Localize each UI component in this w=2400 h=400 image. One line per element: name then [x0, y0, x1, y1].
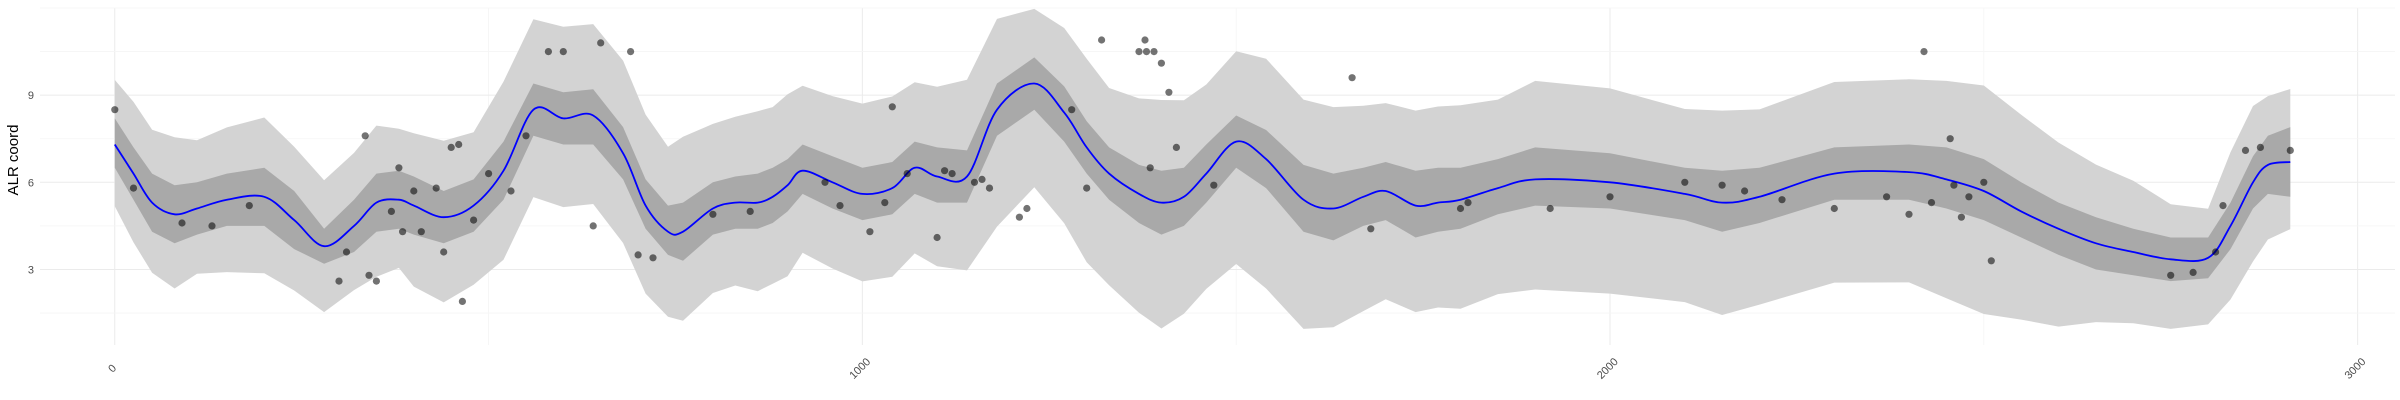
- observation-point: [1083, 184, 1091, 192]
- observation-point: [208, 222, 216, 230]
- observation-point: [507, 187, 515, 195]
- observation-point: [597, 39, 605, 47]
- observation-point: [888, 103, 896, 111]
- observation-point: [978, 175, 986, 183]
- observation-point: [2286, 146, 2294, 154]
- observation-point: [649, 254, 657, 262]
- observation-point: [399, 228, 407, 236]
- observation-point: [455, 140, 463, 149]
- observation-point: [1023, 204, 1031, 213]
- observation-point: [2167, 271, 2175, 279]
- observation-point: [1172, 143, 1180, 151]
- observation-point: [1718, 181, 1726, 189]
- observation-point: [821, 178, 829, 186]
- observation-point: [836, 202, 844, 210]
- observation-point: [1957, 213, 1965, 221]
- observation-point: [395, 164, 403, 172]
- observation-point: [1681, 178, 1689, 186]
- observation-point: [372, 277, 380, 285]
- observation-point: [559, 48, 567, 56]
- observation-point: [2219, 202, 2227, 210]
- observation-point: [129, 184, 138, 192]
- observation-point: [2256, 143, 2264, 151]
- observation-point: [746, 207, 754, 215]
- y-tick-label: 3: [28, 264, 34, 276]
- observation-point: [634, 251, 642, 259]
- observation-point: [1883, 193, 1891, 201]
- observation-point: [2189, 268, 2197, 276]
- observation-point: [447, 143, 455, 151]
- observation-point: [361, 132, 369, 140]
- observation-point: [1015, 213, 1024, 221]
- observation-point: [365, 271, 373, 279]
- observation-point: [1367, 225, 1375, 233]
- y-tick-label: 9: [28, 90, 34, 102]
- observation-point: [432, 184, 440, 192]
- observation-point: [522, 132, 530, 140]
- observation-point: [458, 297, 466, 305]
- observation-point: [1946, 135, 1954, 143]
- observation-point: [342, 248, 351, 256]
- observation-point: [1980, 178, 1988, 186]
- observation-point: [544, 48, 553, 56]
- observation-point: [1348, 74, 1356, 82]
- observation-point: [1464, 199, 1472, 207]
- confidence-bands: [114, 8, 2291, 329]
- observation-point: [335, 277, 343, 285]
- observation-point: [948, 170, 956, 178]
- observation-point: [440, 248, 448, 256]
- y-tick-label: 6: [28, 177, 34, 189]
- observation-point: [1141, 36, 1149, 44]
- observation-point: [627, 48, 635, 56]
- observation-point: [1135, 48, 1143, 56]
- fitted-mean-line: [114, 82, 2291, 262]
- observation-point: [1546, 204, 1554, 213]
- observation-point: [410, 187, 418, 195]
- observation-point: [245, 202, 253, 210]
- observation-point: [941, 167, 949, 175]
- observation-point: [111, 106, 119, 114]
- observation-point: [1905, 210, 1913, 218]
- observation-point: [1950, 181, 1958, 189]
- observation-point: [1456, 204, 1465, 213]
- observation-point: [470, 216, 478, 224]
- y-axis-title: ALR coord: [5, 125, 22, 196]
- observation-point: [881, 199, 889, 207]
- observation-point: [178, 219, 186, 227]
- observation-point: [2241, 146, 2250, 154]
- inner-confidence-band: [114, 57, 2291, 282]
- observation-point: [1150, 48, 1158, 56]
- observation-point: [1927, 199, 1936, 207]
- observation-point: [1165, 88, 1173, 96]
- observation-point: [1157, 59, 1165, 67]
- observation-point: [1965, 193, 1973, 201]
- observation-point: [2212, 248, 2220, 256]
- observation-point: [985, 184, 994, 192]
- observation-point: [866, 228, 874, 236]
- observation-point: [1987, 257, 1995, 265]
- observation-point: [970, 178, 979, 186]
- y-axis-ticks: 3 6 9: [28, 90, 34, 276]
- observation-point: [1068, 106, 1076, 114]
- observation-point: [1741, 187, 1749, 195]
- observation-point: [417, 228, 425, 236]
- observation-point: [1606, 193, 1614, 201]
- observation-point: [1098, 36, 1106, 44]
- observation-point: [1142, 48, 1151, 56]
- observation-point: [1830, 204, 1838, 213]
- observation-point: [1920, 48, 1928, 56]
- observation-point: [1210, 181, 1218, 189]
- observation-points: [111, 36, 2294, 305]
- observation-point: [903, 170, 911, 178]
- observation-point: [485, 170, 493, 178]
- observation-point: [709, 210, 717, 218]
- observation-point: [933, 233, 941, 242]
- observation-point: [589, 222, 597, 230]
- observation-point: [1146, 164, 1154, 172]
- observation-point: [387, 207, 395, 215]
- observation-point: [1778, 196, 1786, 204]
